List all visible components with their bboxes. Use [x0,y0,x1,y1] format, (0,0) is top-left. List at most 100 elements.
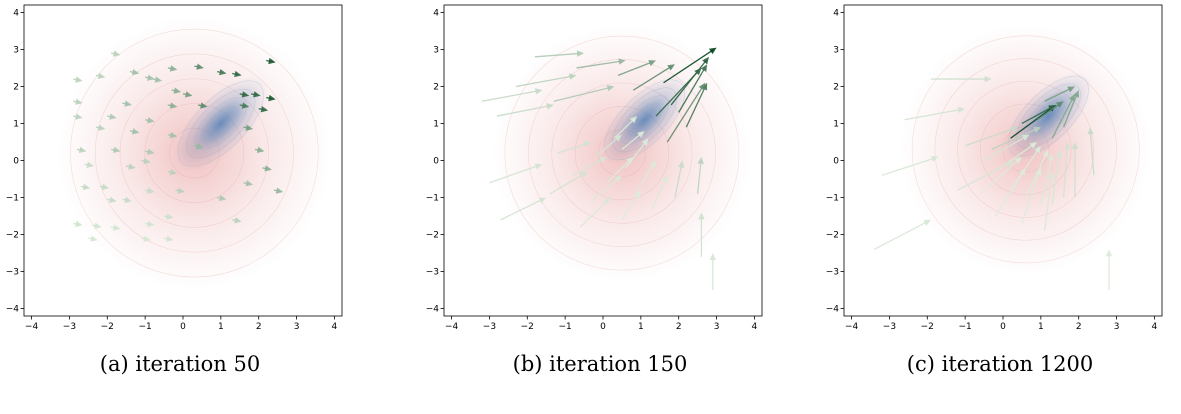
vector-arrow [674,160,685,198]
vector-arrow [994,167,1026,217]
y-tick-label: 0 [433,157,439,167]
x-tick-label: 2 [256,322,262,332]
vector-arrow [666,82,706,143]
contour-line [628,103,661,137]
caption-b: (b) iteration 150 [512,352,688,376]
vector-arrow [251,91,261,98]
vector-arrow [122,100,132,107]
vector-arrow [84,161,95,168]
contour-line [504,35,740,271]
y-tick-label: 2 [833,82,839,92]
vector-arrow [167,102,178,109]
x-tick-label: 3 [714,322,720,332]
vector-arrow [621,190,641,221]
vector-arrow [73,113,83,120]
vector-arrow [1051,93,1075,139]
vector-arrow [1040,153,1054,206]
vector-arrow [232,70,242,78]
vector-arrow [595,134,622,158]
x-tick-label: −4 [845,322,859,332]
vector-arrow [1044,86,1075,102]
x-tick-label: 3 [1114,322,1120,332]
vector-arrow [481,88,543,102]
vector-arrow [549,171,588,195]
vector-arrow [553,85,615,102]
vector-arrow [663,47,717,84]
contour-line [620,95,669,145]
contour-line [604,79,685,161]
vector-arrow [258,106,269,113]
y-tick-label: 4 [833,8,839,18]
vector-arrow [145,117,155,124]
vector-arrow [991,127,1041,150]
plot-area [481,24,751,291]
contour-line [1016,83,1081,149]
vector-arrow [1021,104,1056,125]
caption-c: (c) iteration 1200 [906,352,1094,376]
vector-arrow [198,102,208,109]
y-tick-label: 3 [833,45,839,55]
x-tick-label: −1 [559,322,572,332]
x-tick-label: −4 [25,322,39,332]
vector-arrow [141,157,151,165]
vector-arrow [655,67,702,117]
y-tick-label: 3 [13,45,19,55]
vector-arrow [129,128,140,135]
vector-arrow [678,64,708,113]
x-tick-label: 2 [1076,322,1082,332]
vector-arrow [145,148,155,155]
y-tick-label: 1 [433,119,439,129]
vector-arrow [617,60,656,76]
y-tick-label: 1 [13,119,19,129]
density-1 [600,75,689,164]
y-tick-label: −2 [6,231,19,241]
x-tick-label: 4 [332,322,338,332]
vector-arrow [873,219,932,250]
y-tick-label: 1 [833,119,839,129]
vector-arrow [145,220,155,228]
vector-arrow [88,235,98,242]
x-tick-label: −1 [959,322,972,332]
caption-a: (a) iteration 50 [99,352,261,376]
vector-arrow [110,146,121,154]
vector-arrow [1062,90,1080,128]
vector-arrow [73,220,83,228]
vector-arrow [636,160,656,191]
vector-arrow [216,69,227,76]
contour-line [574,105,670,201]
vector-arrow [99,183,110,191]
y-tick-label: −4 [6,305,20,315]
vector-arrow [621,130,645,150]
vector-arrow [698,212,705,257]
x-tick-label: 4 [752,322,758,332]
vector-arrow [591,175,622,202]
x-tick-label: −1 [139,322,152,332]
vector-arrow [107,113,117,120]
contour-line [119,78,269,228]
vector-arrow [95,72,106,79]
y-tick-label: −1 [826,194,839,204]
vector-arrow [95,124,106,131]
vector-arrow [239,91,250,98]
quiver-plot-a: −4 −3 −2 −1 0 1 2 3 4 −4 −3 −2 −1 0 1 2 3 4 [6,4,343,332]
vector-arrow [576,58,626,69]
vector-arrow [651,175,668,209]
vector-arrow [1021,167,1042,224]
vector-arrow [243,180,254,187]
vector-arrow [515,73,577,88]
vector-arrow [232,217,242,224]
vector-arrow [126,163,136,170]
x-tick-label: 0 [600,322,606,332]
contour-line [212,114,230,133]
vector-arrow [141,235,151,242]
subfigure-a: −4 −3 −2 −1 0 1 2 3 4 −4 −3 −2 −1 0 1 2 3 4 (a) iteration… [0,0,360,414]
vector-arrow [1043,171,1055,231]
vector-arrow [904,106,966,121]
vector-arrow [979,156,1022,195]
vector-arrow [167,131,178,139]
contour-line [911,35,1140,264]
contour-line [144,103,245,203]
vector-arrow [163,235,174,242]
x-tick-label: 0 [180,322,186,332]
vector-arrow [1036,101,1064,121]
